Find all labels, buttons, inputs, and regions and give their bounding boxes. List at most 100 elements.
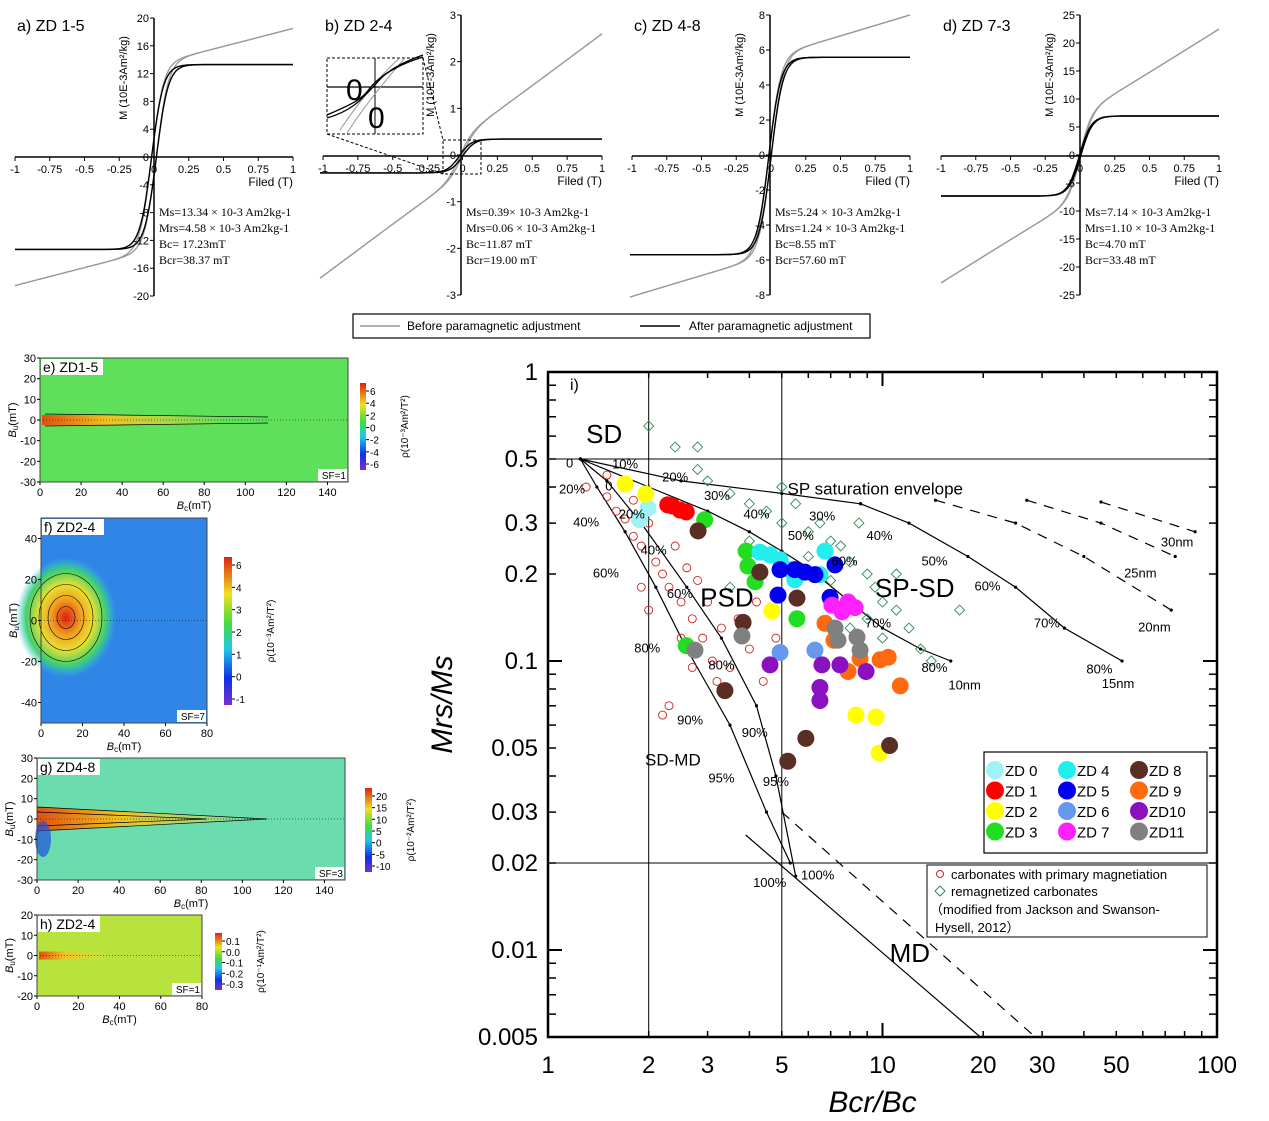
contour-line (38, 584, 94, 651)
y-tick-label: 0.02 (491, 850, 538, 877)
y-tick-label: 0.1 (505, 648, 538, 675)
data-point-zd2 (637, 485, 655, 503)
label-part: (mT) (185, 898, 208, 910)
label-part: B (8, 631, 20, 638)
y-tick-label: 0.3 (505, 510, 538, 537)
x-tick-label: 0 (34, 1001, 40, 1013)
data-point-zd2 (847, 706, 865, 724)
legend-label: ZD 8 (1149, 763, 1182, 780)
inset-connector (326, 133, 444, 175)
curve-node (1025, 498, 1029, 502)
legend-marker (1130, 761, 1148, 779)
smoothing-factor: SF=3 (319, 869, 344, 880)
annotation: 80% (634, 640, 660, 655)
y-tick-label: 0.05 (491, 735, 538, 762)
x-tick-label: 20 (75, 487, 87, 499)
legend-label: ZD 7 (1077, 825, 1110, 842)
colorbar (215, 933, 222, 990)
annotation: 0 (566, 456, 573, 471)
primary-carbonate-point (771, 633, 781, 643)
y-tick-label: -25 (1059, 290, 1075, 302)
x-tick-label: -0.75 (654, 163, 679, 175)
x-tick-label: 80 (201, 728, 213, 740)
x-tick-label: -0.75 (345, 163, 370, 175)
x-tick-label: -0.75 (963, 163, 988, 175)
x-tick-label: 0 (38, 728, 44, 740)
data-point-zd11 (686, 641, 704, 659)
colorbar-tick-label: 6 (236, 561, 242, 572)
legend-label: ZD 9 (1149, 784, 1182, 801)
data-point-zd10 (831, 656, 849, 674)
x-tick-label: 0.5 (1142, 163, 1157, 175)
x-tick-label: 80 (196, 1001, 208, 1013)
day-plot: SD PSD SP-SD SD-MD MD SP saturation envelope 0… (426, 359, 1237, 1119)
colorbar-label: ρ(10⁻³Am²/T²) (400, 395, 411, 458)
colorbar-tick-label: 10 (376, 815, 388, 826)
hysteresis-stat: Bc=11.87 mT (466, 237, 533, 251)
data-point-zd11 (733, 627, 751, 645)
curve-node (747, 530, 751, 534)
y-tick-label: 10 (24, 394, 36, 406)
data-point-zd7 (846, 599, 864, 617)
data-point-zd10 (813, 656, 831, 674)
x-axis-label: Bc(mT) (107, 741, 142, 754)
annotation: 30% (704, 488, 730, 503)
x-tick-label: 1 (907, 163, 913, 175)
curve-node (578, 457, 583, 461)
x-tick-label: 80 (195, 885, 207, 897)
curve-node (719, 636, 724, 640)
remagnetized-carbonate-point (743, 498, 756, 510)
primary-carbonate-point (687, 614, 697, 624)
x-axis-label: Filed (T) (1174, 174, 1219, 188)
curve-node (1099, 521, 1103, 525)
legend-label-after: After paramagnetic adjustment (689, 319, 853, 333)
annotation: 95% (763, 774, 789, 789)
annotation: 100% (753, 875, 787, 890)
reference-legend: carbonates with primary magnetiation rema… (926, 864, 1208, 938)
forc-panels: 0 20 40 60 80 100 120 1403020100-10-20-30Bc(mT)… (4, 353, 417, 1027)
remagnetized-carbonate-point (802, 526, 814, 538)
forc-negative-region (35, 821, 51, 857)
hysteresis-stat: Bcr=19.00 mT (466, 253, 537, 267)
x-tick-label: -1 (936, 163, 946, 175)
x-tick-label: 0 (768, 163, 774, 175)
primary-carbonate-point (581, 482, 591, 492)
primary-carbonate-point (636, 541, 646, 551)
x-tick-label: 30 (1029, 1052, 1056, 1079)
forc-panel: 0 20 40 60 80 100 120 1403020100-10-20-30Bc(mT)… (7, 353, 411, 513)
legend-marker (986, 822, 1004, 841)
y-tick-label: 20 (24, 374, 36, 386)
remagnetized-carbonate-point (903, 622, 915, 634)
inset-before-curve (346, 57, 406, 134)
annotation: 50% (921, 553, 947, 568)
x-tick-label: -0.5 (1001, 163, 1020, 175)
y-tick-label: 30 (24, 353, 36, 365)
y-axis-label: M (10E-3Am²/kg) (118, 36, 130, 120)
data-point-zd8 (881, 737, 899, 755)
curve-node (728, 723, 732, 727)
hysteresis-stat: Bc= 17.23mT (159, 237, 226, 251)
data-point-zd11 (851, 641, 869, 659)
curve-node (623, 530, 627, 534)
y-tick-label: 40 (25, 534, 37, 546)
colorbar-tick-label: 3 (236, 606, 242, 617)
colorbar-tick-label: 2 (370, 411, 376, 422)
curve-node (949, 659, 953, 663)
data-point-zd8 (788, 589, 806, 607)
remagnetized-carbonate-point (925, 655, 938, 667)
y-tick-label: -4 (139, 180, 149, 192)
data-point-zd2 (867, 708, 885, 726)
hysteresis-stat: Mrs=0.06 × 10-3 Am2kg-1 (466, 221, 596, 235)
x-tick-label: 80 (198, 487, 210, 499)
annotation: 10% (612, 456, 638, 471)
remagnetized-carbonate-point (669, 441, 681, 453)
annotation: 30nm (1161, 534, 1194, 549)
x-tick-label: 0.75 (865, 163, 886, 175)
contour-line (56, 606, 76, 629)
primary-carbonate-point (752, 597, 761, 607)
curve-sd-md-mixing-2 (580, 458, 797, 877)
label-part: u (11, 426, 20, 430)
curve-md (745, 834, 981, 1037)
primary-carbonate-point (670, 541, 680, 551)
hysteresis-panel: c) ZD 4-8 -1 -0.75 -0.5 -0.25 0 0.25 0.5 0.75 1 8 6… (627, 10, 913, 302)
